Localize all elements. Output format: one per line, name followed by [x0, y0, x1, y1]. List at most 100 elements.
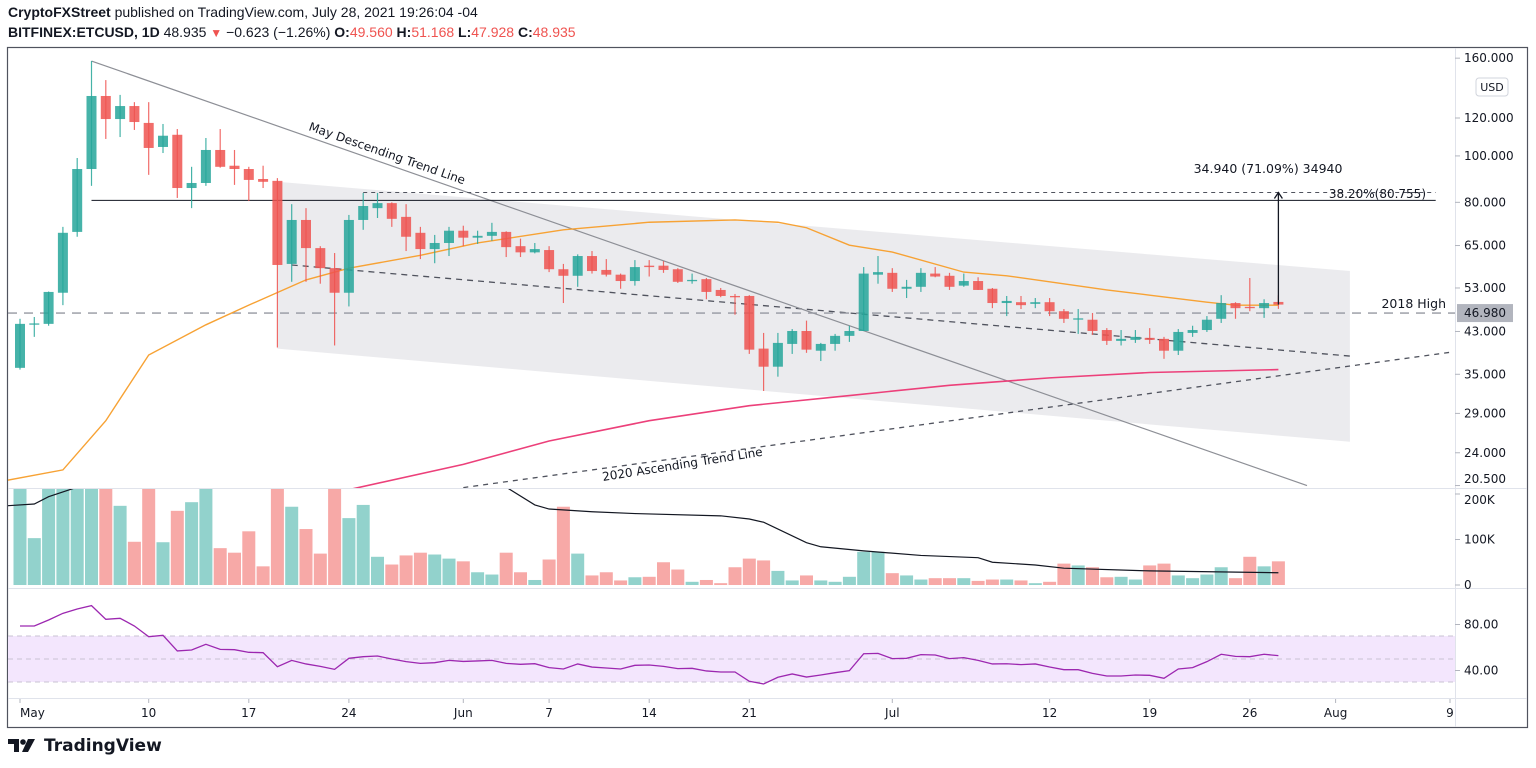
volume-bar	[1171, 575, 1185, 585]
volume-pane[interactable]	[6, 471, 1285, 585]
candle-body	[1244, 306, 1255, 309]
volume-bar	[1057, 563, 1071, 585]
time-tick-label: 10	[141, 706, 156, 720]
volume-tick-label: 0	[1464, 578, 1472, 592]
candle-body	[1058, 311, 1069, 319]
volume-bar	[1200, 574, 1214, 585]
volume-bar	[800, 575, 813, 585]
rsi-tick-label: 40.00	[1464, 664, 1498, 678]
volume-bar	[943, 578, 956, 585]
candle-body	[629, 267, 640, 282]
symbol-name[interactable]: BITFINEX:ETCUSD, 1D	[8, 24, 160, 40]
volume-bar	[385, 564, 399, 585]
candle	[415, 226, 426, 260]
candle	[730, 293, 740, 315]
candle-body	[358, 206, 369, 220]
candle-body	[744, 295, 755, 350]
volume-bar	[1157, 563, 1171, 585]
candle	[57, 226, 68, 306]
candle-body	[315, 248, 326, 269]
candle-body	[1144, 337, 1155, 340]
time-tick-label: 17	[241, 706, 256, 720]
volume-bar	[900, 575, 914, 585]
candle-body	[343, 219, 354, 293]
descending-channel	[277, 181, 1350, 442]
tradingview-logo[interactable]: TradingView	[8, 736, 162, 756]
volume-bar	[657, 562, 670, 585]
price-badge	[1457, 304, 1513, 323]
time-tick-label: 21	[742, 706, 757, 720]
volume-bar	[1214, 567, 1228, 585]
price-tick-label: 65.000	[1464, 239, 1506, 253]
candle	[1187, 325, 1198, 337]
candle-body	[644, 265, 655, 268]
candle-body	[129, 106, 140, 123]
candle-body	[815, 343, 826, 351]
candle	[801, 320, 812, 353]
time-tick-label: 24	[341, 706, 356, 720]
candle-body	[715, 289, 726, 296]
volume-bar	[1000, 579, 1014, 585]
candle	[472, 230, 483, 244]
volume-bar	[914, 579, 928, 585]
axes[interactable]: 160.000120.000100.00080.00065.00053.0004…	[19, 51, 1514, 720]
candle-body	[601, 269, 612, 275]
candle	[458, 225, 469, 247]
candle	[401, 204, 412, 252]
candle-body	[401, 216, 412, 237]
price-tick-label: 100.000	[1464, 149, 1514, 163]
candle	[172, 129, 183, 198]
volume-bar	[1271, 561, 1285, 585]
candle	[1159, 336, 1169, 359]
volume-bar	[1086, 567, 1099, 585]
rsi-pane[interactable]	[8, 604, 1455, 685]
candle	[115, 94, 126, 138]
price-tick-label: 20.500	[1464, 472, 1506, 486]
candle	[787, 329, 798, 354]
logo-text: TradingView	[44, 736, 162, 756]
candle	[915, 268, 926, 292]
currency-button[interactable]: USD	[1475, 77, 1509, 97]
candle-body	[1101, 330, 1112, 341]
candle	[343, 214, 354, 307]
candle	[858, 267, 869, 331]
candle-body	[1016, 302, 1026, 306]
volume-bar	[928, 578, 942, 585]
candle-body	[1259, 303, 1270, 309]
candle	[43, 291, 54, 326]
candle-body	[730, 295, 740, 298]
candle	[944, 272, 955, 290]
candle	[1244, 278, 1255, 312]
candle-body	[1159, 338, 1169, 351]
candle	[1216, 295, 1227, 323]
candle	[215, 129, 226, 168]
candle-body	[529, 249, 540, 253]
time-tick-label: 19	[1142, 706, 1157, 720]
volume-bar	[814, 580, 828, 585]
published-text: published on TradingView.com, July 28, 2…	[110, 4, 478, 20]
candle-body	[15, 323, 25, 368]
candle	[901, 279, 912, 299]
price-pane[interactable]	[6, 60, 1455, 490]
volume-bar	[42, 489, 56, 585]
volume-bar	[599, 572, 613, 585]
candle-body	[687, 279, 698, 282]
close-label: C:	[517, 24, 533, 40]
rsi-line	[20, 604, 1279, 685]
volume-bar	[13, 489, 27, 585]
volume-bar	[785, 580, 799, 585]
candle	[72, 158, 83, 237]
candle-body	[701, 279, 712, 292]
candle	[772, 332, 783, 377]
candle	[1001, 295, 1012, 317]
candle	[372, 192, 383, 218]
sma50-line	[8, 219, 1279, 481]
candle	[286, 204, 297, 282]
volume-bar	[413, 552, 427, 585]
candle	[501, 231, 512, 258]
candle-body	[515, 246, 526, 253]
last-price: 48.935	[163, 24, 207, 40]
measure-arrowhead-icon	[1273, 191, 1283, 199]
publish-info: CryptoFXStreet published on TradingView.…	[8, 4, 478, 20]
